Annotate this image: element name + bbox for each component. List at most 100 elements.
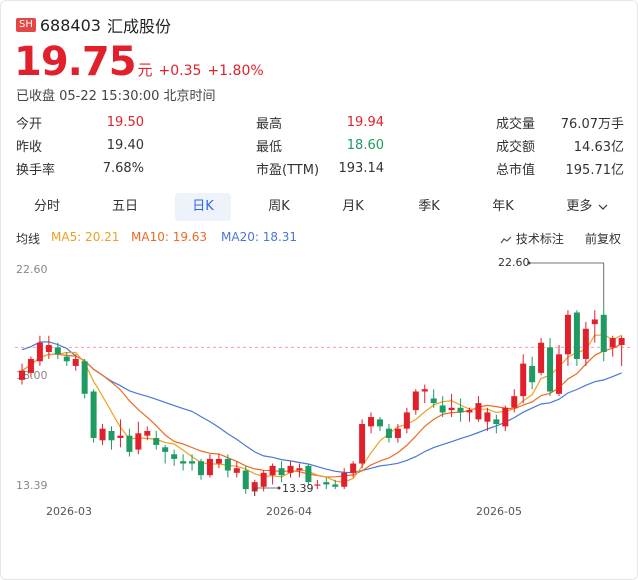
candle-body [475, 403, 482, 420]
candle-body [520, 363, 527, 397]
candle-body [19, 370, 25, 380]
y-tick-label: 13.39 [16, 479, 48, 492]
stat-value: 7.68% [102, 161, 144, 176]
candle-body [385, 428, 392, 438]
stat-value: 76.07万手 [560, 117, 624, 132]
y-tick-label: 22.60 [16, 263, 48, 276]
candle-body [466, 410, 473, 413]
stat-item: 最高 19.94 [256, 111, 384, 134]
candle-body [206, 458, 213, 476]
candle-body [547, 347, 554, 392]
stat-value: 193.14 [338, 161, 385, 176]
tab-more[interactable]: 更多 [555, 193, 619, 221]
candle-body [27, 358, 34, 373]
candle-body [99, 428, 106, 441]
candle-body [421, 389, 428, 392]
candle-body [502, 407, 509, 427]
candle-body [233, 468, 240, 473]
tab-quarterly-k[interactable]: 季K [418, 199, 440, 214]
candle-body [403, 412, 410, 429]
candle-body [117, 435, 124, 438]
stat-label: 市盈(TTM) [256, 163, 320, 178]
candle-body [484, 412, 491, 422]
stat-item: 换手率 7.68% [16, 157, 144, 180]
price-adjust-toggle[interactable]: 前复权 [585, 232, 622, 246]
candle-body [600, 314, 607, 353]
price-change-pct: +1.80% [207, 63, 264, 79]
candle-body [341, 472, 348, 487]
candle-body [144, 431, 151, 436]
x-tick-label: 2026-04 [266, 505, 312, 518]
candle-body [564, 314, 571, 355]
candle-body [314, 484, 321, 486]
candle-body [412, 391, 419, 411]
candle-body [108, 431, 115, 441]
candle-body [305, 465, 312, 483]
candle-body [224, 458, 231, 471]
candle-body [538, 342, 545, 373]
candle-body [63, 356, 70, 362]
candle-body [153, 437, 160, 445]
stock-header: SH 688403 汇成股份 [16, 13, 171, 37]
candle-body [171, 454, 178, 459]
candle-body [54, 347, 61, 355]
candle-body [493, 419, 500, 425]
candle-body [251, 482, 258, 492]
stat-value: 14.63亿 [573, 140, 624, 155]
ma5-line [21, 334, 622, 483]
price-unit: 元 [137, 61, 153, 79]
stat-label: 换手率 [16, 163, 56, 178]
candle-body [198, 461, 204, 476]
x-tick-label: 2026-05 [476, 505, 522, 518]
tab-monthly-k[interactable]: 月K [342, 199, 364, 214]
stat-label: 今开 [16, 117, 43, 132]
candle-body [430, 398, 437, 404]
candle-body [368, 417, 375, 427]
tab-daily-k[interactable]: 日K [175, 193, 231, 221]
stock-name[interactable]: 汇成股份 [106, 17, 171, 36]
x-tick-label: 2026-03 [46, 505, 92, 518]
max-marker [527, 261, 531, 265]
candle-body [189, 461, 196, 464]
tab-intraday[interactable]: 分时 [33, 199, 60, 214]
candle-body [296, 468, 303, 471]
ma-label: 均线 [16, 232, 41, 246]
candle-body [511, 396, 518, 408]
stat-label: 最高 [256, 117, 283, 132]
candle-body [278, 468, 285, 476]
tab-five-day[interactable]: 五日 [111, 199, 138, 214]
candle-body [582, 328, 589, 359]
technical-annotation-label: 技术标注 [515, 232, 564, 246]
technical-annotation-toggle[interactable]: 技术标注 [500, 230, 564, 247]
candle-body [90, 391, 97, 438]
candle-body [591, 319, 598, 325]
min-price-label: 13.39 [282, 482, 314, 495]
stat-label: 昨收 [16, 140, 43, 155]
candle-body [323, 482, 330, 485]
candle-body [45, 345, 52, 353]
stat-item: 昨收 19.40 [16, 134, 144, 157]
stat-label: 成交量 [496, 117, 536, 132]
tab-yearly-k[interactable]: 年K [492, 199, 514, 214]
candle-body [260, 472, 267, 487]
stat-item: 总市值 195.71亿 [496, 157, 624, 180]
chevron-down-icon [598, 204, 608, 210]
candle-body [162, 447, 169, 452]
min-marker [277, 486, 281, 490]
market-status: 已收盘 05-22 15:30:00 北京时间 [16, 89, 216, 104]
candle-body [359, 424, 366, 464]
candle-body [287, 465, 294, 473]
stat-value: 19.50 [106, 115, 144, 130]
current-price: 19.75 [14, 39, 137, 85]
candle-body [135, 433, 142, 450]
stat-item: 最低 18.60 [256, 134, 384, 157]
ma-legend: 均线 MA5: 20.21 MA10: 19.63 MA20: 18.31 技术… [16, 230, 626, 248]
stat-value: 19.40 [106, 138, 144, 153]
candle-body [72, 358, 79, 366]
candle-body [618, 338, 625, 346]
ma5-value: MA5: 20.21 [51, 230, 120, 244]
tab-weekly-k[interactable]: 周K [268, 199, 290, 214]
stat-value: 195.71亿 [565, 163, 625, 178]
